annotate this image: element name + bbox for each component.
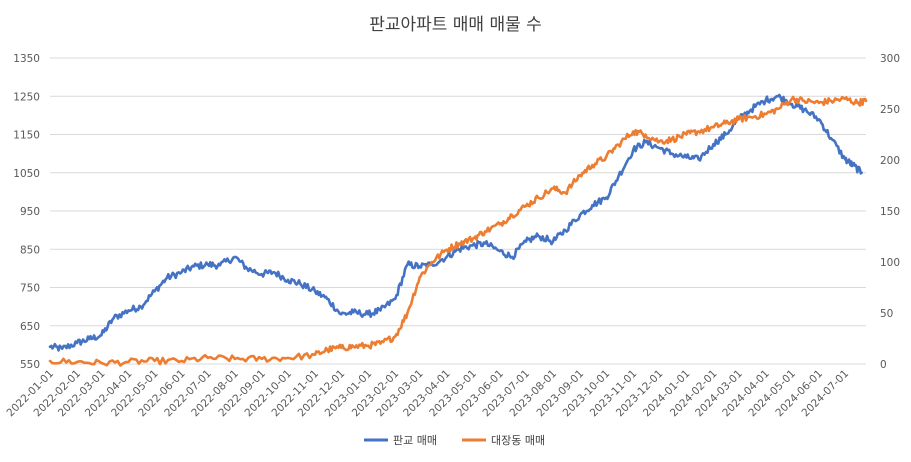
legend: 판교 매매 대장동 매매 bbox=[364, 434, 545, 447]
y-left-tick-label: 1250 bbox=[13, 91, 40, 103]
series-lines bbox=[48, 93, 868, 367]
y-left-tick-label: 1150 bbox=[13, 130, 40, 142]
y-right-tick-label: 150 bbox=[880, 206, 900, 218]
gridlines bbox=[50, 57, 866, 365]
y-left-tick-label: 1050 bbox=[13, 168, 40, 180]
y-right-tick-label: 50 bbox=[880, 308, 893, 320]
series-line-2 bbox=[48, 95, 868, 367]
y-left-tick-label: 750 bbox=[20, 283, 40, 295]
y-right-tick-label: 300 bbox=[880, 53, 900, 65]
legend-label-series-1: 판교 매매 bbox=[393, 434, 437, 447]
y-right-tick-label: 0 bbox=[880, 359, 887, 371]
series-line-1 bbox=[48, 93, 863, 352]
y-right-tick-label: 250 bbox=[880, 104, 900, 116]
y-left-tick-label: 850 bbox=[20, 244, 40, 256]
x-axis-ticks: 2022-01-012022-02-012022-03-012022-04-01… bbox=[4, 368, 851, 420]
legend-label-series-2: 대장동 매매 bbox=[491, 434, 545, 447]
y-left-tick-label: 1350 bbox=[13, 53, 40, 65]
y-right-tick-label: 100 bbox=[880, 257, 900, 269]
y-axis-left-ticks: 550 650 750 850 950 1050 1150 1250 1350 bbox=[13, 53, 40, 371]
y-left-tick-label: 650 bbox=[20, 321, 40, 333]
y-left-tick-label: 550 bbox=[20, 359, 40, 371]
y-right-tick-label: 200 bbox=[880, 155, 900, 167]
chart-title: 판교아파트 매매 매물 수 bbox=[369, 15, 542, 35]
y-axis-right-ticks: 0 50 100 150 200 250 300 bbox=[880, 53, 900, 371]
y-left-tick-label: 950 bbox=[20, 206, 40, 218]
